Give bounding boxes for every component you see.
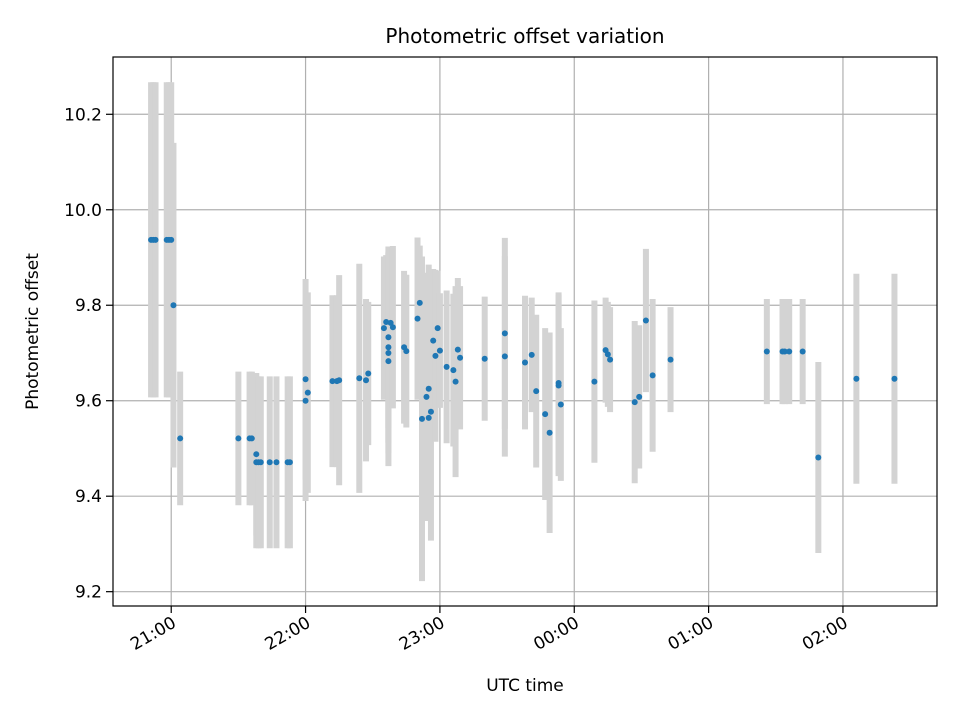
data-point bbox=[286, 459, 293, 466]
data-point bbox=[607, 356, 614, 363]
data-point bbox=[389, 324, 396, 331]
data-point bbox=[667, 356, 674, 363]
data-point bbox=[385, 358, 392, 365]
data-point bbox=[436, 347, 443, 354]
data-point bbox=[177, 435, 184, 442]
data-point bbox=[815, 454, 822, 461]
data-point bbox=[649, 372, 656, 379]
data-point bbox=[425, 385, 432, 392]
data-point bbox=[168, 236, 175, 243]
data-point bbox=[385, 344, 392, 351]
data-point bbox=[248, 435, 255, 442]
data-point bbox=[385, 349, 392, 356]
data-point bbox=[591, 378, 598, 385]
data-point bbox=[170, 302, 177, 309]
y-axis-ticks: 9.2 9.4 9.6 9.8 10.0 10.2 bbox=[64, 105, 113, 603]
data-point bbox=[542, 411, 549, 418]
y-tick-label: 9.8 bbox=[75, 296, 102, 316]
data-point bbox=[336, 377, 343, 384]
data-point bbox=[356, 375, 363, 382]
data-point bbox=[253, 451, 260, 458]
y-tick-label: 10.2 bbox=[64, 105, 102, 125]
data-point bbox=[152, 236, 159, 243]
data-point bbox=[302, 397, 309, 404]
data-point bbox=[452, 378, 459, 385]
data-point bbox=[329, 378, 336, 385]
data-point bbox=[430, 337, 437, 344]
data-point bbox=[383, 318, 390, 325]
data-point bbox=[528, 351, 535, 358]
data-point bbox=[427, 408, 434, 415]
data-point bbox=[454, 346, 461, 353]
data-point bbox=[423, 393, 430, 400]
data-point bbox=[604, 351, 611, 358]
data-point bbox=[636, 393, 643, 400]
data-point bbox=[631, 399, 638, 406]
data-point bbox=[781, 348, 788, 355]
data-point bbox=[302, 376, 309, 383]
data-point bbox=[434, 325, 441, 332]
data-point bbox=[642, 317, 649, 324]
data-point bbox=[450, 367, 457, 374]
data-point bbox=[380, 325, 387, 332]
data-point bbox=[432, 352, 439, 359]
data-point bbox=[501, 330, 508, 337]
data-point bbox=[257, 459, 264, 466]
data-point bbox=[363, 377, 370, 384]
data-point bbox=[266, 459, 273, 466]
data-point bbox=[425, 414, 432, 421]
data-point bbox=[419, 415, 425, 422]
data-point bbox=[853, 375, 860, 382]
data-point bbox=[799, 348, 806, 355]
data-point bbox=[501, 353, 508, 360]
data-point bbox=[546, 429, 553, 436]
y-tick-label: 10.0 bbox=[64, 201, 102, 221]
chart-title: Photometric offset variation bbox=[385, 24, 664, 48]
data-point bbox=[443, 363, 450, 370]
data-point bbox=[273, 459, 280, 466]
data-point bbox=[304, 389, 311, 396]
plot-frame bbox=[112, 56, 938, 607]
data-point bbox=[385, 334, 392, 341]
data-point bbox=[235, 435, 242, 442]
data-point bbox=[365, 370, 372, 377]
y-tick-label: 9.2 bbox=[75, 583, 102, 603]
y-tick-label: 9.4 bbox=[75, 487, 102, 507]
x-axis-label: UTC time bbox=[486, 676, 564, 696]
data-point bbox=[416, 299, 423, 306]
data-point bbox=[414, 315, 421, 322]
data-point bbox=[891, 375, 898, 382]
data-point bbox=[555, 382, 562, 389]
data-point bbox=[457, 354, 464, 361]
data-point bbox=[533, 388, 540, 395]
data-point bbox=[522, 359, 528, 366]
data-point bbox=[481, 355, 488, 362]
data-point bbox=[786, 348, 793, 355]
y-tick-label: 9.6 bbox=[75, 392, 102, 412]
data-point bbox=[557, 401, 564, 408]
y-axis-label: Photometric offset bbox=[23, 253, 43, 410]
data-point bbox=[403, 348, 410, 355]
data-points bbox=[148, 236, 898, 466]
data-point bbox=[763, 348, 770, 355]
